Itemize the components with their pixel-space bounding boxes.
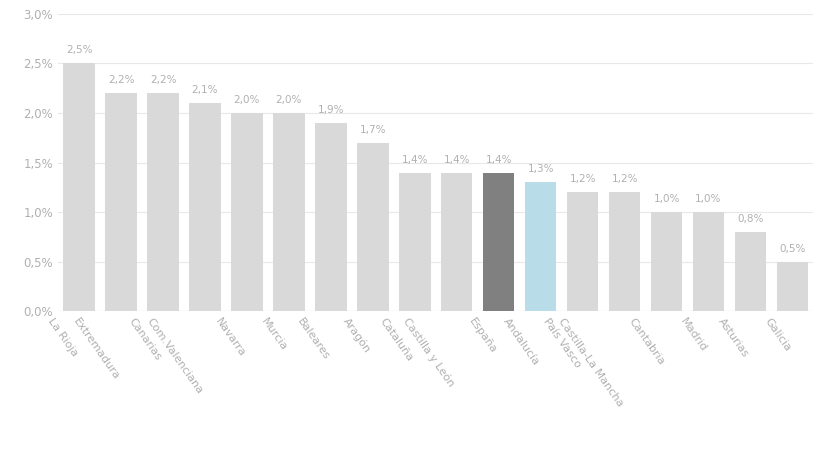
Text: 1,3%: 1,3% xyxy=(527,164,554,174)
Text: 1,7%: 1,7% xyxy=(359,125,386,135)
Bar xyxy=(651,212,682,311)
Text: 2,0%: 2,0% xyxy=(276,95,302,105)
Text: 2,2%: 2,2% xyxy=(108,75,134,85)
Text: 1,2%: 1,2% xyxy=(569,174,596,185)
Text: 0,5%: 0,5% xyxy=(779,244,806,254)
Text: 2,5%: 2,5% xyxy=(66,45,92,55)
Bar xyxy=(105,93,137,311)
Text: 1,0%: 1,0% xyxy=(653,194,680,204)
Bar xyxy=(189,103,221,311)
Bar xyxy=(357,143,388,311)
Text: 2,2%: 2,2% xyxy=(149,75,176,85)
Bar xyxy=(777,262,808,311)
Text: 1,0%: 1,0% xyxy=(696,194,721,204)
Bar xyxy=(609,192,640,311)
Bar xyxy=(232,113,262,311)
Text: 1,4%: 1,4% xyxy=(402,154,428,164)
Bar xyxy=(147,93,178,311)
Text: 1,2%: 1,2% xyxy=(612,174,637,185)
Bar xyxy=(441,173,472,311)
Bar xyxy=(693,212,725,311)
Bar xyxy=(567,192,598,311)
Text: 1,4%: 1,4% xyxy=(486,154,512,164)
Bar xyxy=(315,123,347,311)
Text: 0,8%: 0,8% xyxy=(737,214,764,224)
Text: 1,9%: 1,9% xyxy=(318,105,344,115)
Bar xyxy=(525,182,556,311)
Text: 2,1%: 2,1% xyxy=(192,85,218,95)
Bar xyxy=(63,63,95,311)
Text: 2,0%: 2,0% xyxy=(234,95,260,105)
Text: 1,4%: 1,4% xyxy=(443,154,470,164)
Bar xyxy=(483,173,515,311)
Bar xyxy=(735,232,766,311)
Bar xyxy=(399,173,431,311)
Bar xyxy=(273,113,305,311)
